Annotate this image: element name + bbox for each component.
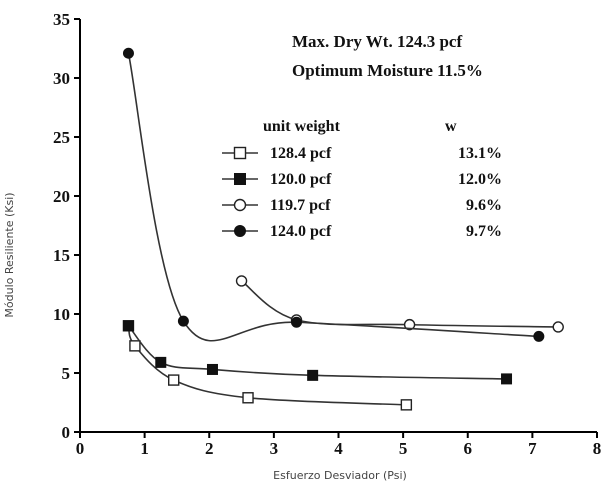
data-point — [177, 315, 189, 327]
data-point — [206, 363, 218, 375]
data-point — [242, 392, 254, 404]
y-axis-title: Módulo Resiliente (Ksi) — [3, 192, 16, 317]
legend-row: 124.0 pcf 9.7% — [222, 223, 502, 240]
legend-row: 128.4 pcf 13.1% — [222, 145, 502, 162]
legend-moisture: 13.1% — [458, 145, 502, 162]
annotations: Max. Dry Wt. 124.3 pcf Optimum Moisture 1… — [292, 32, 483, 80]
x-tick-label: 3 — [270, 439, 279, 458]
data-point — [533, 330, 545, 342]
data-point — [233, 198, 247, 212]
data-point — [129, 340, 141, 352]
series-line — [241, 280, 559, 328]
y-tick-label: 15 — [53, 246, 70, 265]
legend-label: 120.0 pcf — [270, 171, 332, 188]
y-tick-label: 10 — [53, 305, 70, 324]
data-point — [400, 399, 413, 411]
legend-header-unit-weight: unit weight — [263, 118, 341, 135]
axes: 0 1 2 3 4 5 6 7 8 0 5 10 15 20 25 30 35 — [53, 10, 601, 458]
x-tick-label: 2 — [205, 439, 214, 458]
data-point — [234, 173, 246, 185]
legend-moisture: 9.6% — [466, 197, 502, 214]
data-point — [168, 374, 180, 386]
series-line — [127, 53, 539, 342]
x-tick-label: 4 — [334, 439, 343, 458]
y-tick-label: 25 — [53, 128, 70, 147]
data-point — [155, 356, 167, 368]
data-point — [307, 369, 319, 381]
series-4 — [122, 47, 545, 342]
legend-label: 128.4 pcf — [270, 145, 332, 162]
series-layer — [122, 47, 564, 411]
y-tick-label: 5 — [62, 364, 71, 383]
x-tick-label: 1 — [140, 439, 149, 458]
data-point — [122, 47, 134, 59]
y-tick-label: 30 — [53, 69, 70, 88]
series-2 — [122, 320, 513, 385]
legend-header-w: w — [445, 118, 457, 135]
data-point — [290, 316, 302, 328]
legend-label: 119.7 pcf — [270, 197, 331, 214]
x-tick-label: 5 — [399, 439, 408, 458]
series-3 — [235, 275, 564, 333]
x-tick-label: 7 — [528, 439, 537, 458]
legend-moisture: 9.7% — [466, 223, 502, 240]
data-point — [234, 225, 246, 237]
y-tick-label: 20 — [53, 187, 70, 206]
y-tick-label: 35 — [53, 10, 70, 29]
legend-moisture: 12.0% — [458, 171, 502, 188]
x-tick-label: 8 — [593, 439, 601, 458]
annotation-text: Max. Dry Wt. 124.3 pcf — [292, 32, 462, 51]
data-point — [552, 321, 564, 333]
data-point — [233, 146, 247, 160]
x-tick-label: 6 — [464, 439, 473, 458]
data-point — [501, 373, 513, 385]
annotation-text: Optimum Moisture 11.5% — [292, 61, 483, 80]
legend: unit weight w 128.4 pcf 13.1% 120.0 pcf 12.0%… — [222, 118, 502, 240]
legend-row: 119.7 pcf 9.6% — [222, 197, 502, 214]
x-axis-title: Esfuerzo Desviador (Psi) — [273, 469, 407, 482]
data-point — [403, 318, 416, 331]
x-tick-label: 0 — [76, 439, 85, 458]
data-point — [122, 320, 134, 332]
legend-row: 120.0 pcf 12.0% — [222, 171, 502, 188]
data-point — [235, 275, 248, 287]
legend-label: 124.0 pcf — [270, 223, 332, 240]
y-tick-label: 0 — [62, 423, 71, 442]
